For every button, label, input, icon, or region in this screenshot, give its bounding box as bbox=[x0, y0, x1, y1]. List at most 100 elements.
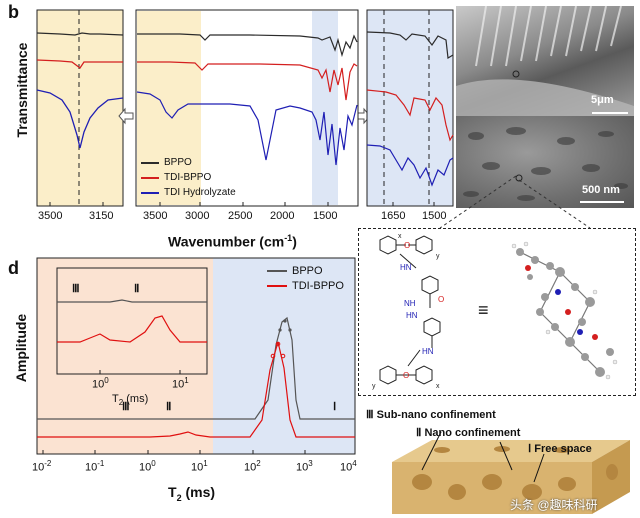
panel-letter-d: d bbox=[8, 258, 19, 278]
sem-scale-bottom: 500 nm bbox=[582, 184, 620, 196]
b-mid-tick-2: 2500 bbox=[228, 210, 253, 222]
panel-b-xlabel-text: Wavenumber (cm bbox=[168, 233, 285, 250]
d-x-tick-4-base: 10 bbox=[244, 461, 257, 474]
chem-o-2: O bbox=[438, 295, 444, 304]
d-x-tick-6-base: 10 bbox=[340, 461, 353, 474]
b-legend-tdi-bppo: TDI-BPPO bbox=[141, 172, 211, 183]
b-mid-tick-1: 3000 bbox=[185, 210, 210, 222]
chem-hn-1: HN bbox=[400, 263, 412, 272]
d-x-tick-5-base: 10 bbox=[296, 461, 309, 474]
panel-d-xlabel-sub: 2 bbox=[176, 492, 182, 503]
sem-image-top: 5μm bbox=[456, 6, 634, 116]
inset-roman-II: Ⅱ bbox=[134, 283, 140, 295]
chem-y-1: y bbox=[436, 253, 440, 260]
b-left-tick-1: 3150 bbox=[89, 210, 114, 222]
b-right-tick-1: 1500 bbox=[422, 210, 447, 222]
panel-d-xlabel: T2 (ms) bbox=[168, 484, 215, 503]
b-legend-bppo-label: BPPO bbox=[164, 157, 192, 168]
d-x-tick-4-exp: 2 bbox=[256, 459, 261, 468]
schematic-label-free-space: Ⅰ Free space bbox=[528, 443, 592, 455]
inset-x-tick-1-exp: 1 bbox=[184, 376, 189, 385]
chem-x-1: x bbox=[398, 233, 402, 240]
d-legend-bppo: BPPO bbox=[267, 265, 323, 277]
panel-d-xlabel-t: T bbox=[168, 484, 177, 500]
b-legend-tdi-hydro-swatch bbox=[141, 191, 159, 194]
sem-image-bottom: 500 nm bbox=[456, 116, 634, 208]
d-region-II: Ⅱ bbox=[166, 401, 172, 413]
d-x-tick-3: 101 bbox=[191, 459, 208, 474]
inset-x-tick-0-exp: 0 bbox=[104, 376, 109, 385]
porous-block-illustration bbox=[392, 432, 630, 514]
inset-xlabel: T2 (ms) bbox=[112, 393, 148, 407]
d-x-tick-3-exp: 1 bbox=[203, 459, 208, 468]
inset-xlabel-t: T bbox=[112, 393, 119, 405]
d-region-III: Ⅲ bbox=[122, 401, 130, 413]
d-x-tick-5: 103 bbox=[296, 459, 313, 474]
d-legend-tdi-bppo-swatch bbox=[267, 285, 287, 287]
d-x-tick-1-base: 10 bbox=[85, 461, 98, 474]
chem-structure-drawing: O O O HN NH HN HN x y x y bbox=[372, 233, 444, 390]
d-x-tick-3-base: 10 bbox=[191, 461, 204, 474]
d-x-tick-0-exp: -2 bbox=[44, 459, 52, 468]
sem-top-texture bbox=[456, 6, 634, 116]
inset-x-tick-1-base: 10 bbox=[172, 378, 185, 391]
chem-structure-box bbox=[358, 228, 636, 396]
b-mid-tick-3: 2000 bbox=[270, 210, 295, 222]
d-x-tick-2-exp: 0 bbox=[151, 459, 156, 468]
inset-x-tick-1: 101 bbox=[172, 376, 189, 391]
chem-o-1: O bbox=[404, 241, 410, 250]
chem-hn-3: HN bbox=[422, 347, 434, 356]
inset-tdi-curve bbox=[57, 315, 207, 343]
d-x-tick-6-exp: 4 bbox=[352, 459, 357, 468]
d-legend-bppo-swatch bbox=[267, 270, 287, 272]
chem-nh-1: NH bbox=[404, 299, 416, 308]
panel-b-plot bbox=[36, 9, 454, 207]
d-x-tick-1-exp: -1 bbox=[97, 459, 105, 468]
panel-d-plot bbox=[36, 257, 356, 455]
d-x-tick-2: 100 bbox=[139, 459, 156, 474]
schematic-label-nano: Ⅱ Nano confinement bbox=[416, 427, 521, 439]
chem-x-2: x bbox=[436, 383, 440, 390]
d-x-tick-0-base: 10 bbox=[32, 461, 45, 474]
d-tdi-bppo-curve bbox=[37, 341, 355, 438]
panel-d-xlabel-units: (ms) bbox=[181, 484, 216, 500]
d-region-I: Ⅰ bbox=[333, 401, 337, 413]
b-right-tick-0: 1650 bbox=[381, 210, 406, 222]
b-mid-tick-4: 1500 bbox=[313, 210, 338, 222]
sem-scale-top: 5μm bbox=[591, 94, 614, 106]
panel-b-xlabel-close: ) bbox=[292, 233, 297, 250]
d-legend-tdi-bppo: TDI-BPPO bbox=[267, 280, 344, 292]
inset-xlabel-units: (ms) bbox=[123, 393, 149, 405]
schematic-label-sub-nano: Ⅲ Sub-nano confinement bbox=[366, 409, 496, 421]
b-mid-tick-0: 3500 bbox=[143, 210, 168, 222]
molecule-3d-model bbox=[511, 241, 618, 380]
equiv-sign: ≡ bbox=[478, 300, 489, 320]
d-x-tick-2-base: 10 bbox=[139, 461, 152, 474]
inset-bppo-curve bbox=[57, 299, 207, 303]
panel-letter-b: b bbox=[8, 2, 19, 22]
d-x-tick-1: 10-1 bbox=[85, 459, 104, 474]
panel-b-xlabel-sup: -1 bbox=[284, 233, 293, 243]
b-legend-bppo: BPPO bbox=[141, 157, 192, 168]
panel-b-xlabel: Wavenumber (cm-1) bbox=[168, 233, 297, 250]
d-x-tick-0: 10-2 bbox=[32, 459, 51, 474]
b-left-tick-0: 3500 bbox=[38, 210, 63, 222]
watermark: 头条 @趣味科研 bbox=[510, 498, 598, 512]
chem-hn-2: HN bbox=[406, 311, 418, 320]
b-legend-tdi-bppo-swatch bbox=[141, 176, 159, 179]
inset-x-tick-0: 100 bbox=[92, 376, 109, 391]
chem-o-3: O bbox=[403, 371, 409, 380]
sem-bottom-texture bbox=[463, 127, 628, 203]
d-x-tick-4: 102 bbox=[244, 459, 261, 474]
chem-y-2: y bbox=[372, 383, 376, 390]
d-legend-tdi-bppo-label: TDI-BPPO bbox=[292, 280, 344, 292]
d-x-tick-5-exp: 3 bbox=[308, 459, 313, 468]
inset-x-tick-0-base: 10 bbox=[92, 378, 105, 391]
d-x-tick-6: 104 bbox=[340, 459, 357, 474]
d-legend-bppo-label: BPPO bbox=[292, 265, 323, 277]
b-legend-bppo-swatch bbox=[141, 161, 159, 164]
inset-roman-III: Ⅲ bbox=[72, 283, 80, 295]
b-legend-tdi-hydro: TDI Hydrolyzate bbox=[141, 187, 236, 198]
b-legend-tdi-bppo-label: TDI-BPPO bbox=[164, 172, 212, 183]
